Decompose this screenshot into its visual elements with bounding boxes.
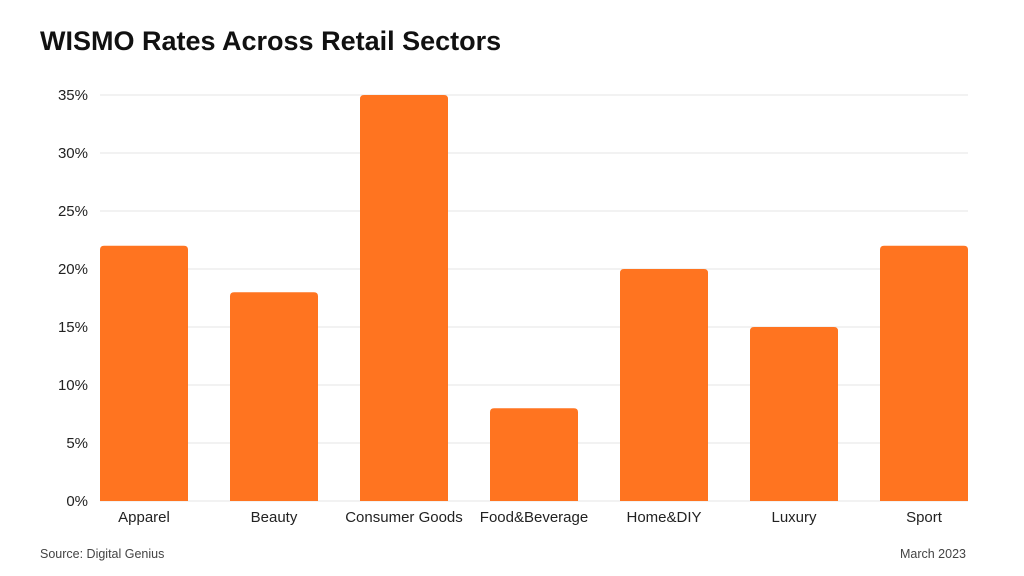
bar-food-beverage bbox=[490, 408, 578, 501]
x-tick-label: Consumer Goods bbox=[345, 509, 463, 526]
y-tick-label: 35% bbox=[58, 87, 88, 104]
bar-home-diy bbox=[620, 269, 708, 501]
y-tick-label: 20% bbox=[58, 261, 88, 278]
x-tick-label: Home&DIY bbox=[626, 509, 701, 526]
y-tick-label: 5% bbox=[66, 435, 88, 452]
x-tick-label: Apparel bbox=[118, 509, 170, 526]
y-tick-label: 0% bbox=[66, 493, 88, 510]
x-tick-label: Food&Beverage bbox=[480, 509, 588, 526]
date-note: March 2023 bbox=[899, 547, 966, 561]
bar-luxury bbox=[750, 327, 838, 501]
chart-title: WISMO Rates Across Retail Sectors bbox=[40, 26, 502, 56]
y-tick-label: 10% bbox=[58, 377, 88, 394]
y-tick-label: 25% bbox=[58, 203, 88, 220]
x-tick-label: Luxury bbox=[771, 509, 817, 526]
y-tick-label: 30% bbox=[58, 145, 88, 162]
bar-apparel bbox=[100, 245, 188, 501]
x-tick-label: Beauty bbox=[251, 509, 298, 526]
bar-beauty bbox=[230, 292, 318, 501]
x-tick-label: Sport bbox=[906, 509, 943, 526]
bar-consumer-goods bbox=[360, 95, 448, 501]
y-tick-label: 15% bbox=[58, 319, 88, 336]
bar-sport bbox=[880, 245, 968, 501]
source-note: Source: Digital Genius bbox=[40, 547, 165, 561]
